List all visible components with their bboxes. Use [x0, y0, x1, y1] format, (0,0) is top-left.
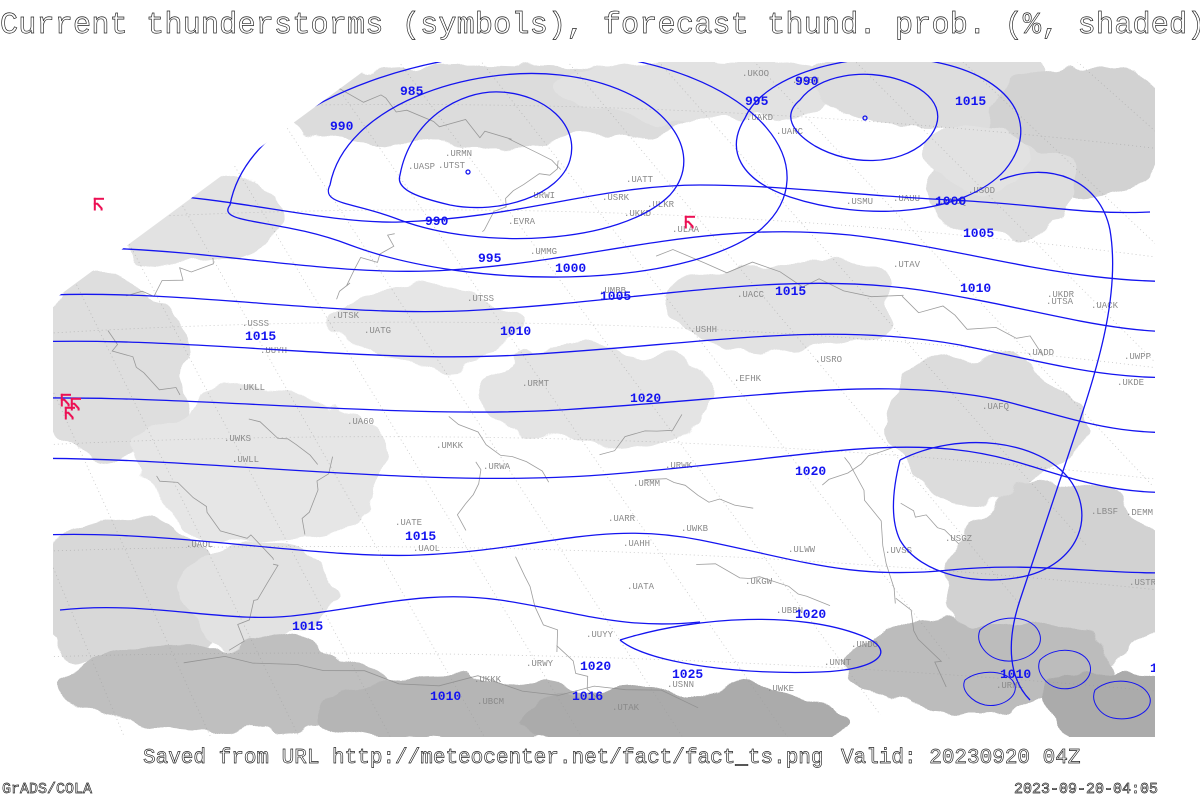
svg-text:.UBCM: .UBCM — [477, 697, 504, 707]
svg-text:1015: 1015 — [955, 94, 986, 109]
svg-text:.USGZ: .USGZ — [945, 534, 973, 544]
svg-text:1015: 1015 — [292, 619, 323, 634]
svg-text:.UAUU: .UAUU — [893, 194, 920, 204]
svg-text:.DEMM: .DEMM — [1126, 508, 1153, 518]
svg-text:.UACK: .UACK — [1091, 301, 1119, 311]
svg-text:.USOD: .USOD — [968, 186, 995, 196]
svg-text:.UAOL: .UAOL — [413, 544, 440, 554]
svg-text:.UWKS: .UWKS — [224, 434, 251, 444]
svg-text:.UATT: .UATT — [626, 175, 654, 185]
svg-text:995: 995 — [745, 94, 769, 109]
svg-text:.URMN: .URMN — [445, 149, 472, 159]
svg-text:.ULWW: .ULWW — [788, 545, 816, 555]
svg-text:.UAFQ: .UAFQ — [982, 402, 1009, 412]
svg-text:Saved from URL http://meteocen: Saved from URL http://meteocenter.net/fa… — [143, 747, 824, 770]
svg-text:1010: 1010 — [500, 324, 531, 339]
svg-text:1016: 1016 — [572, 689, 603, 704]
svg-text:.UATA: .UATA — [627, 582, 655, 592]
svg-text:.UAKD: .UAKD — [746, 113, 773, 123]
svg-text:.EVRA: .EVRA — [508, 217, 536, 227]
svg-text:.USRO: .USRO — [815, 355, 842, 365]
svg-text:.UAHH: .UAHH — [623, 539, 650, 549]
svg-text:2023-09-20-04:05: 2023-09-20-04:05 — [1014, 781, 1158, 798]
svg-text:Current thunderstorms (symbols: Current thunderstorms (symbols), forecas… — [0, 9, 1200, 43]
svg-text:1025: 1025 — [672, 667, 703, 682]
svg-text:.UWKB: .UWKB — [681, 524, 709, 534]
svg-text:GrADS/COLA: GrADS/COLA — [2, 781, 92, 798]
svg-text:.USRK: .USRK — [602, 193, 630, 203]
svg-text:.UKDR: .UKDR — [1047, 290, 1075, 300]
svg-text:1020: 1020 — [630, 391, 661, 406]
svg-text:1000: 1000 — [555, 261, 586, 276]
svg-text:.UTSS: .UTSS — [467, 294, 494, 304]
svg-text:.UKKK: .UKKK — [474, 675, 502, 685]
svg-text:.URMT: .URMT — [522, 379, 550, 389]
svg-text:.UA60: .UA60 — [347, 417, 374, 427]
svg-text:1005: 1005 — [963, 226, 994, 241]
svg-text:.ULKR: .ULKR — [647, 200, 675, 210]
svg-text:.UTST: .UTST — [438, 161, 466, 171]
svg-text:1010: 1010 — [430, 689, 461, 704]
svg-text:990: 990 — [425, 214, 449, 229]
svg-text:.UWPP: .UWPP — [1124, 352, 1151, 362]
svg-text:.USHH: .USHH — [690, 325, 717, 335]
svg-text:.LBSF: .LBSF — [1091, 507, 1118, 517]
svg-text:.UKDE: .UKDE — [1117, 378, 1144, 388]
svg-text:.UMKK: .UMKK — [436, 441, 464, 451]
svg-text:.UUYH: .UUYH — [260, 346, 287, 356]
svg-text:.URMM: .URMM — [633, 479, 660, 489]
svg-text:.USTR: .USTR — [1129, 578, 1157, 588]
svg-text:.UMMG: .UMMG — [530, 247, 557, 257]
svg-text:.UTAK: .UTAK — [612, 703, 640, 713]
svg-text:1000: 1000 — [935, 194, 966, 209]
svg-text:1020: 1020 — [580, 659, 611, 674]
svg-text:995: 995 — [225, 144, 249, 159]
svg-text:1010: 1010 — [1000, 667, 1031, 682]
svg-text:1010: 1010 — [960, 281, 991, 296]
svg-text:.UASP: .UASP — [408, 162, 435, 172]
svg-text:.URWA: .URWA — [483, 462, 511, 472]
svg-text:1020: 1020 — [795, 607, 826, 622]
svg-text:.UKOO: .UKOO — [742, 69, 769, 79]
svg-text:.UATG: .UATG — [364, 326, 391, 336]
svg-text:1015: 1015 — [1150, 661, 1181, 676]
svg-text:.USSS: .USSS — [242, 319, 269, 329]
svg-text:990: 990 — [795, 74, 819, 89]
svg-text:.UATE: .UATE — [395, 518, 422, 528]
svg-text:995: 995 — [478, 251, 502, 266]
svg-text:1015: 1015 — [245, 329, 276, 344]
svg-text:990: 990 — [330, 119, 354, 134]
svg-text:.USMU: .USMU — [846, 197, 873, 207]
svg-text:.URWY: .URWY — [526, 659, 554, 669]
svg-text:.UACC: .UACC — [737, 290, 765, 300]
svg-text:985: 985 — [400, 84, 424, 99]
svg-text:1020: 1020 — [795, 464, 826, 479]
svg-text:.UTSK: .UTSK — [332, 311, 360, 321]
svg-text:1015: 1015 — [405, 529, 436, 544]
svg-text:.UUYY: .UUYY — [586, 630, 614, 640]
svg-text:.EFHK: .EFHK — [734, 374, 762, 384]
svg-text:1015: 1015 — [775, 284, 806, 299]
svg-text:.UARR: .UARR — [608, 514, 636, 524]
svg-text:.UADD: .UADD — [1027, 348, 1054, 358]
svg-text:.UARC: .UARC — [776, 127, 804, 137]
svg-text:.UWKE: .UWKE — [767, 684, 794, 694]
svg-text:.UKLL: .UKLL — [238, 383, 265, 393]
svg-text:Valid: 20230920 04Z: Valid: 20230920 04Z — [841, 747, 1080, 770]
svg-text:1005: 1005 — [600, 289, 631, 304]
svg-text:.UNNT: .UNNT — [824, 658, 852, 668]
svg-text:.UTAV: .UTAV — [893, 260, 921, 270]
